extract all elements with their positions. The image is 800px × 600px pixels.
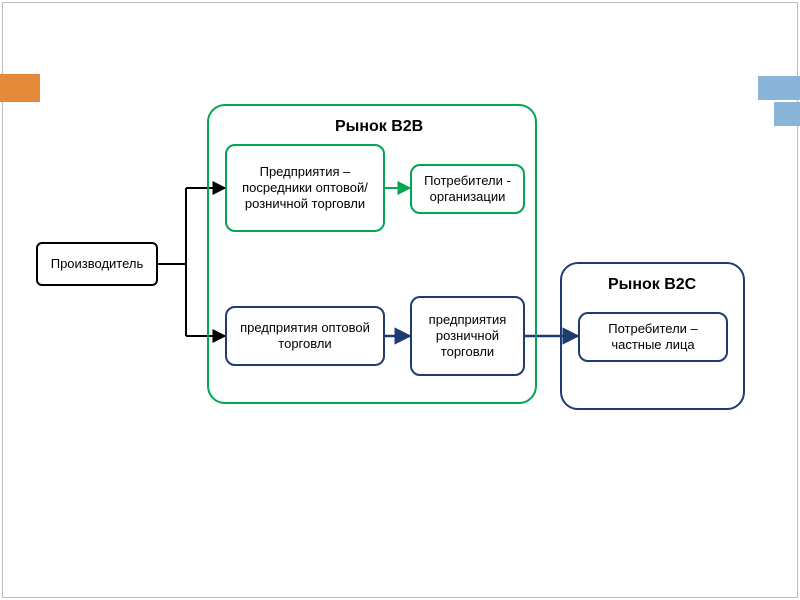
node-org-consumers-label: Потребители - организации: [420, 173, 515, 206]
node-org-consumers: Потребители - организации: [410, 164, 525, 214]
node-producer: Производитель: [36, 242, 158, 286]
node-producer-label: Производитель: [51, 256, 144, 272]
edge-prod-branch: [158, 188, 186, 336]
container-b2c-title: Рынок B2C: [608, 276, 696, 294]
node-private-consumers-label: Потребители – частные лица: [588, 321, 718, 354]
node-wholesale-label: предприятия оптовой торговли: [235, 320, 375, 353]
node-private-consumers: Потребители – частные лица: [578, 312, 728, 362]
node-wholesale: предприятия оптовой торговли: [225, 306, 385, 366]
node-intermediaries: Предприятия – посредники оптовой/розничн…: [225, 144, 385, 232]
node-retail-label: предприятия розничной торговли: [420, 312, 515, 361]
node-intermediaries-label: Предприятия – посредники оптовой/розничн…: [235, 164, 375, 213]
node-retail: предприятия розничной торговли: [410, 296, 525, 376]
container-b2b-title: Рынок B2B: [335, 118, 423, 136]
